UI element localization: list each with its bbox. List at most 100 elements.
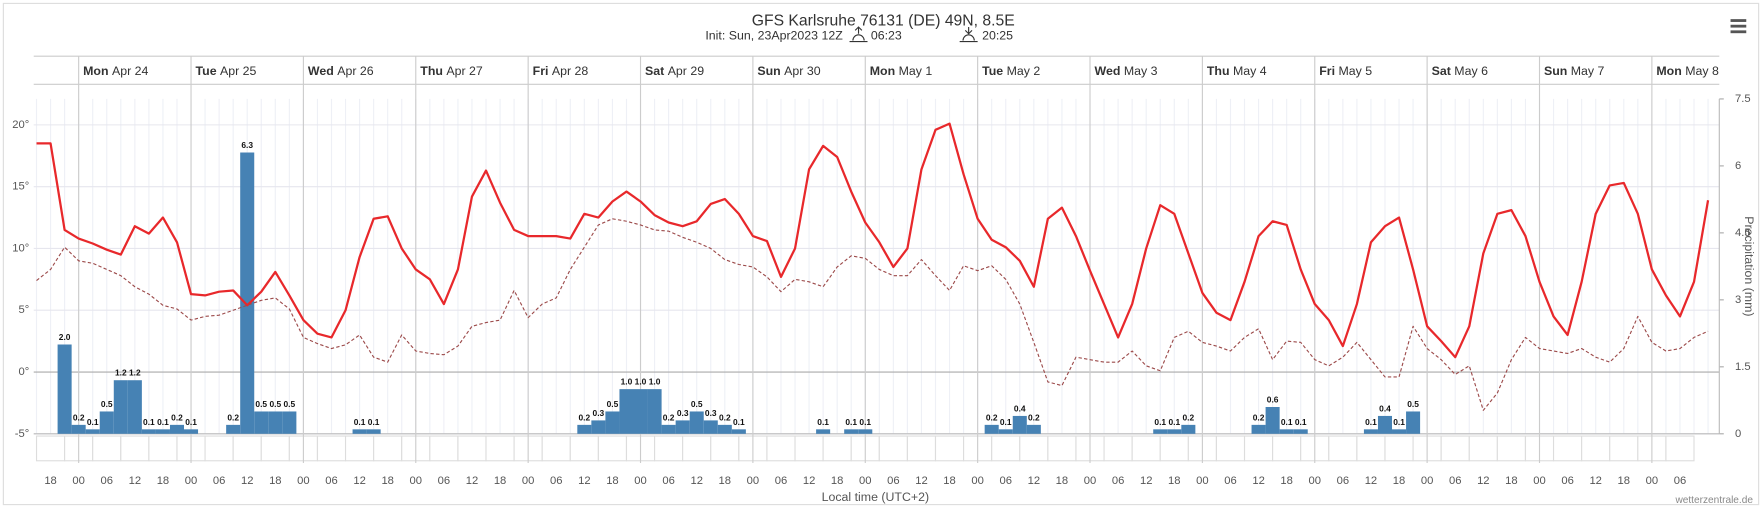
wind-cell bbox=[569, 435, 599, 462]
x-tick-label: 06 bbox=[1112, 475, 1124, 487]
y2-tick-label: 0 bbox=[1735, 428, 1741, 440]
precip-bar bbox=[141, 429, 156, 434]
bar-label: 0.5 bbox=[691, 399, 703, 409]
precip-bar bbox=[352, 429, 367, 434]
bar-label: 0.1 bbox=[1295, 417, 1307, 427]
y-tick-label: 15° bbox=[12, 181, 29, 193]
bar-label: 1.0 bbox=[649, 377, 661, 387]
x-tick-label: 12 bbox=[1140, 475, 1152, 487]
wind-cell bbox=[541, 435, 571, 462]
bar-label: 0.1 bbox=[859, 417, 871, 427]
bar-label: 0.1 bbox=[817, 417, 829, 427]
day-label: Sun Apr 30 bbox=[757, 64, 820, 78]
precip-bar bbox=[99, 411, 114, 434]
x-tick-label: 18 bbox=[1056, 475, 1068, 487]
y-tick-label: -5° bbox=[15, 428, 29, 440]
precip-bar bbox=[1251, 424, 1266, 434]
bar-label: 0.2 bbox=[73, 412, 85, 422]
bar-label: 0.1 bbox=[143, 417, 155, 427]
wind-cell bbox=[1552, 435, 1583, 462]
bar-label: 0.5 bbox=[284, 399, 296, 409]
weekday: Fri bbox=[533, 64, 549, 78]
precip-bar bbox=[1181, 424, 1196, 434]
date: May 4 bbox=[1233, 64, 1267, 78]
precip-bar bbox=[858, 429, 873, 434]
wind-cell bbox=[1468, 435, 1498, 462]
precip-bar bbox=[844, 429, 859, 434]
precip-bar bbox=[366, 429, 381, 434]
credit: wetterzentrale.de bbox=[1674, 495, 1753, 506]
x-tick-label: 12 bbox=[353, 475, 365, 487]
precip-bar bbox=[675, 420, 690, 434]
date: Apr 30 bbox=[784, 64, 821, 78]
x-tick-label: 12 bbox=[1252, 475, 1264, 487]
y-tick-label: 10° bbox=[12, 242, 29, 254]
bar-label: 0.1 bbox=[1365, 417, 1377, 427]
precip-bar bbox=[998, 429, 1013, 434]
wind-cell bbox=[878, 435, 908, 462]
day-label: Mon Apr 24 bbox=[83, 64, 148, 78]
wind-cell bbox=[1272, 435, 1302, 462]
precip-bar bbox=[731, 429, 746, 434]
precip-bar bbox=[1392, 429, 1407, 434]
date: May 6 bbox=[1454, 64, 1488, 78]
x-tick-label: 06 bbox=[101, 475, 113, 487]
x-tick-label: 12 bbox=[466, 475, 478, 487]
x-tick-label: 18 bbox=[1505, 475, 1517, 487]
bar-label: 0.2 bbox=[986, 412, 998, 422]
x-tick-label: 18 bbox=[1168, 475, 1180, 487]
day-label: Tue Apr 25 bbox=[196, 64, 257, 78]
bar-label: 1.2 bbox=[129, 368, 141, 378]
weekday: Thu bbox=[420, 64, 443, 78]
x-tick-label: 12 bbox=[690, 475, 702, 487]
x-tick-label: 06 bbox=[1224, 475, 1236, 487]
bar-label: 0.5 bbox=[1407, 399, 1419, 409]
precip-bar bbox=[1293, 429, 1308, 434]
x-tick-label: 00 bbox=[1084, 475, 1096, 487]
weekday: Tue bbox=[196, 64, 217, 78]
wind-cell bbox=[204, 435, 234, 462]
precip-bar bbox=[1153, 429, 1168, 434]
x-tick-label: 06 bbox=[1337, 475, 1349, 487]
x-tick-label: 00 bbox=[859, 475, 871, 487]
bar-label: 1.0 bbox=[635, 377, 647, 387]
y2-tick-label: 4.5 bbox=[1735, 227, 1751, 239]
wind-cell bbox=[1496, 435, 1527, 462]
x-tick-label: 00 bbox=[1309, 475, 1321, 487]
precip-bar bbox=[816, 429, 831, 434]
date: Apr 26 bbox=[337, 64, 374, 78]
bar-label: 0.1 bbox=[354, 417, 366, 427]
wind-cell bbox=[35, 435, 66, 462]
date: May 7 bbox=[1571, 64, 1605, 78]
wind-cell bbox=[232, 435, 262, 462]
wind-cell bbox=[316, 435, 347, 462]
x-tick-label: 06 bbox=[1449, 475, 1461, 487]
x-tick-label: 00 bbox=[1646, 475, 1658, 487]
wind-cell bbox=[1131, 435, 1161, 462]
date: Apr 27 bbox=[446, 64, 483, 78]
day-label: Wed May 3 bbox=[1095, 64, 1158, 78]
y-tick-label: 0° bbox=[18, 366, 29, 378]
sunrise-icon bbox=[849, 26, 868, 43]
menu-button[interactable] bbox=[1730, 19, 1747, 34]
day-label: Fri Apr 28 bbox=[533, 64, 589, 78]
x-tick-label: 12 bbox=[129, 475, 141, 487]
precip-bar bbox=[184, 429, 199, 434]
x-tick-label: 00 bbox=[185, 475, 197, 487]
x-tick-label: 06 bbox=[1674, 475, 1686, 487]
bar-label: 0.2 bbox=[1028, 412, 1040, 422]
x-tick-label: 00 bbox=[971, 475, 983, 487]
x-tick-label: 00 bbox=[297, 475, 309, 487]
precip-bar bbox=[591, 420, 606, 434]
wind-cell bbox=[766, 435, 796, 462]
day-label: Thu Apr 27 bbox=[420, 64, 483, 78]
wind-cell bbox=[1215, 435, 1246, 462]
day-label: Sun May 7 bbox=[1544, 64, 1605, 78]
bar-label: 2.0 bbox=[59, 332, 71, 342]
date: May 5 bbox=[1338, 64, 1372, 78]
wind-cell bbox=[1243, 435, 1274, 462]
y-tick-label: 20° bbox=[12, 119, 29, 131]
x-tick-label: 18 bbox=[831, 475, 843, 487]
date: Apr 24 bbox=[112, 64, 149, 78]
bar-label: 1.0 bbox=[621, 377, 633, 387]
